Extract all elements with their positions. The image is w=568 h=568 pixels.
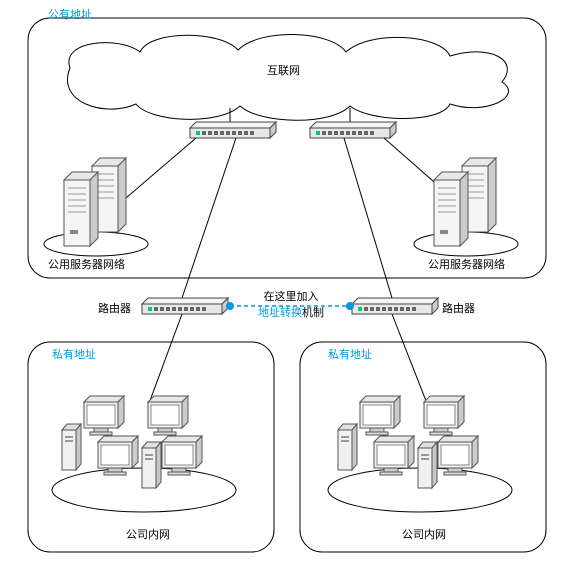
link [392, 314, 428, 406]
router-icon [352, 298, 438, 314]
intranet-left-label: 公司内网 [126, 526, 170, 542]
diagram-canvas [0, 0, 568, 568]
nat-dot [226, 302, 234, 310]
nat-line1: 在这里加入 [264, 291, 319, 303]
server-icon [414, 158, 518, 256]
link [148, 314, 182, 406]
nat-line2a: 地址转换 [258, 307, 302, 319]
public-addr-label: 公有地址 [48, 6, 92, 22]
private-addr-left-label: 私有地址 [52, 346, 96, 362]
internet-label: 互联网 [267, 62, 300, 78]
pc-cluster-icon [52, 396, 236, 512]
router-left-label: 路由器 [98, 300, 131, 316]
nat-dot [346, 302, 354, 310]
intranet-right-label: 公司内网 [402, 526, 446, 542]
link [182, 138, 236, 298]
nat-line2b: 机制 [302, 307, 324, 319]
private-addr-right-label: 私有地址 [328, 346, 372, 362]
public-server-right-label: 公用服务器网络 [428, 256, 505, 272]
router-icon [142, 298, 228, 314]
server-icon [44, 158, 148, 256]
router-right-label: 路由器 [442, 300, 475, 316]
switch-icon [310, 122, 396, 138]
link [344, 138, 392, 298]
nat-label: 在这里加入 地址转换机制 [258, 288, 324, 320]
pc-cluster-icon [328, 396, 512, 512]
switch-icon [190, 122, 276, 138]
public-server-left-label: 公用服务器网络 [48, 256, 125, 272]
